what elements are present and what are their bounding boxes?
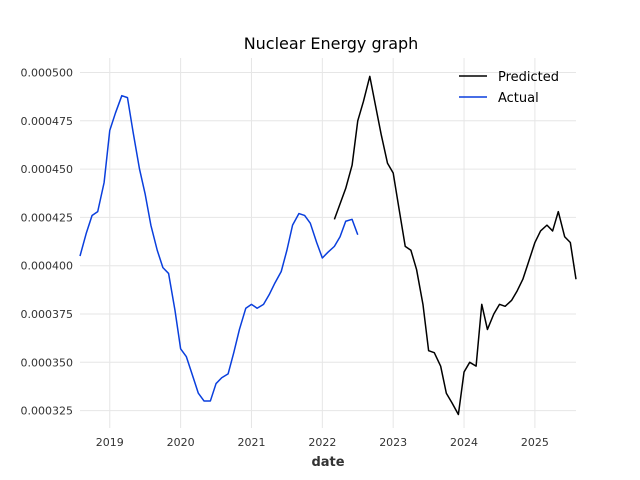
y-tick-label: 0.000450: [21, 163, 74, 176]
plot-area: [79, 75, 577, 416]
chart-title: Nuclear Energy graph: [244, 34, 419, 53]
series-line-predicted: [333, 75, 577, 416]
x-tick-label: 2019: [96, 436, 124, 449]
y-tick-label: 0.000400: [21, 260, 74, 273]
x-axis-ticks: 2019 2020 2021 2022 2023 2024 2025: [96, 436, 549, 449]
grid: [80, 58, 576, 428]
x-tick-label: 2021: [237, 436, 265, 449]
x-tick-label: 2023: [379, 436, 407, 449]
y-tick-label: 0.000425: [21, 211, 74, 224]
series-line-actual: [79, 94, 359, 402]
legend-label-actual: Actual: [498, 91, 539, 106]
x-axis-label: date: [311, 455, 344, 470]
x-tick-label: 2024: [450, 436, 478, 449]
x-tick-label: 2022: [308, 436, 336, 449]
y-tick-label: 0.000375: [21, 308, 74, 321]
y-tick-label: 0.000350: [21, 356, 74, 369]
y-tick-label: 0.000500: [21, 66, 74, 79]
legend: Predicted Actual: [459, 70, 559, 106]
y-tick-label: 0.000475: [21, 115, 74, 128]
x-tick-label: 2020: [167, 436, 195, 449]
legend-label-predicted: Predicted: [498, 70, 559, 85]
x-tick-label: 2025: [521, 436, 549, 449]
y-tick-label: 0.000325: [21, 405, 74, 418]
y-axis-ticks: 0.000325 0.000350 0.000375 0.000400 0.000425…: [21, 66, 74, 417]
